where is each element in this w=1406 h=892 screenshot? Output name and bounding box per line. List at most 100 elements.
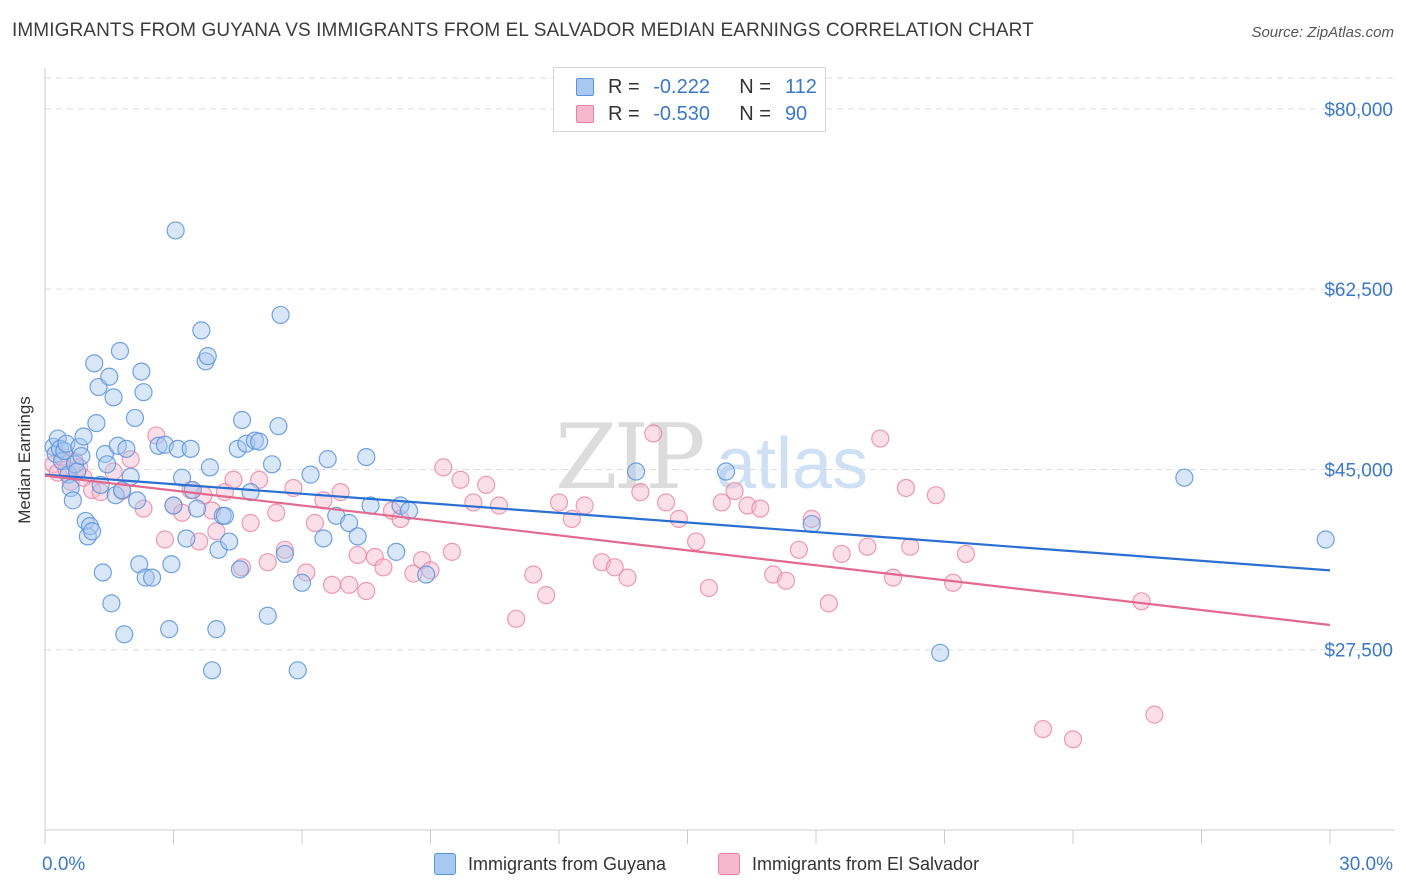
y-tick-label: $45,000 <box>1324 460 1393 481</box>
guyana-point <box>168 439 187 458</box>
guyana-point <box>83 522 102 541</box>
guyana-point <box>626 462 646 481</box>
guyana-point <box>292 573 312 592</box>
x-tick-label: 0.0% <box>42 854 85 875</box>
x-tick-label: 30.0% <box>1339 854 1393 875</box>
el-salvador-point <box>575 496 594 515</box>
guyana-swatch <box>576 78 594 96</box>
legend-n-value: 112 <box>784 75 817 98</box>
el-salvador-point <box>434 458 453 477</box>
el-salvador-point <box>789 540 808 559</box>
el-salvador-point <box>489 496 509 515</box>
guyana-point <box>340 513 359 533</box>
el-salvador-point <box>631 483 650 502</box>
el-salvador-point <box>712 493 731 512</box>
el-salvador-point <box>374 558 393 577</box>
el-salvador-point <box>1145 705 1164 724</box>
guyana-point <box>192 321 211 340</box>
guyana-point <box>232 410 252 430</box>
guyana-point <box>275 544 294 564</box>
y-tick-label: $27,500 <box>1324 641 1393 662</box>
guyana-point <box>230 560 249 579</box>
watermark-zip: ZIP <box>555 405 703 510</box>
bottom-legend-guyana: Immigrants from Guyana <box>434 852 666 876</box>
el-salvador-point <box>549 493 569 512</box>
guyana-point <box>177 529 196 548</box>
chart-title: IMMIGRANTS FROM GUYANA VS IMMIGRANTS FRO… <box>12 20 1034 41</box>
watermark: ZIP atlas <box>555 405 868 510</box>
el-salvador-point <box>267 503 286 522</box>
guyana-point <box>802 514 821 534</box>
guyana-point <box>102 594 121 613</box>
guyana-point <box>117 439 136 458</box>
el-salvador-point <box>224 470 243 489</box>
guyana-point <box>318 450 337 469</box>
guyana-swatch <box>434 853 456 875</box>
guyana-point <box>207 620 226 639</box>
guyana-point <box>149 436 168 455</box>
guyana-point <box>85 354 104 373</box>
guyana-point <box>220 532 239 551</box>
bottom-legend-elsalvador: Immigrants from El Salvador <box>718 852 979 876</box>
el-salvador-point <box>883 568 903 587</box>
el-salvador-point <box>155 530 175 549</box>
guyana-point <box>198 347 217 366</box>
guyana-points <box>44 221 1335 680</box>
guyana-point <box>127 491 147 510</box>
guyana-point <box>301 465 320 484</box>
guyana-point <box>417 565 436 584</box>
legend-r-label: R = <box>608 102 640 125</box>
tick-labels: $27,500 $45,000 $62,500 $80,000 0.0% 30.0% <box>42 100 1393 875</box>
el-salvador-point <box>297 563 316 582</box>
guyana-point <box>132 362 151 381</box>
el-salvador-point <box>91 483 110 502</box>
guyana-point <box>228 439 247 458</box>
guyana-point <box>262 455 282 474</box>
el-salvador-point <box>258 553 277 572</box>
guyana-point <box>121 467 140 486</box>
bottom-legend-guyana-label: Immigrants from Guyana <box>468 853 667 874</box>
el-salvador-point <box>956 544 976 564</box>
guyana-point <box>202 661 222 680</box>
el-salvador-point <box>901 537 920 556</box>
el-salvador-point <box>250 470 269 489</box>
guyana-point <box>215 506 234 525</box>
el-salvador-point <box>926 486 946 505</box>
guyana-point <box>387 542 406 561</box>
guyana-point <box>142 568 162 587</box>
el-salvador-point <box>477 475 496 495</box>
legend-r-label: R = <box>608 75 640 98</box>
trend-lines <box>44 473 1331 627</box>
guyana-point <box>931 643 950 662</box>
el-salvador-point <box>305 513 324 533</box>
el-salvador-point <box>537 586 556 605</box>
guyana-point <box>269 417 288 436</box>
guyana-point <box>74 427 93 446</box>
el-salvador-point <box>507 609 526 628</box>
guyana-point <box>250 432 269 451</box>
el-salvador-point <box>442 542 462 561</box>
guyana-point <box>125 408 145 428</box>
el-salvador-point <box>644 424 663 443</box>
y-tick-label: $62,500 <box>1324 280 1393 301</box>
el-salvador-point <box>686 532 706 551</box>
guyana-point <box>87 413 106 433</box>
el-salvador-point <box>871 429 890 448</box>
guyana-point <box>200 458 220 477</box>
guyana-point <box>110 341 130 361</box>
el-salvador-point <box>1033 719 1053 739</box>
el-salvador-point <box>725 481 744 501</box>
el-salvador-point <box>802 509 821 528</box>
guyana-point <box>136 568 155 587</box>
el-salvador-point <box>1063 730 1083 749</box>
guyana-point <box>314 529 333 548</box>
guyana-point <box>181 439 200 458</box>
bottom-legend-elsalvador-label: Immigrants from El Salvador <box>752 853 980 874</box>
guyana-point <box>100 367 119 386</box>
el-salvador-point <box>340 575 359 594</box>
el-salvador-point <box>275 540 294 559</box>
el-salvador-point <box>348 545 367 565</box>
guyana-trend-line <box>44 473 1331 572</box>
el-salvador-point <box>404 564 423 583</box>
